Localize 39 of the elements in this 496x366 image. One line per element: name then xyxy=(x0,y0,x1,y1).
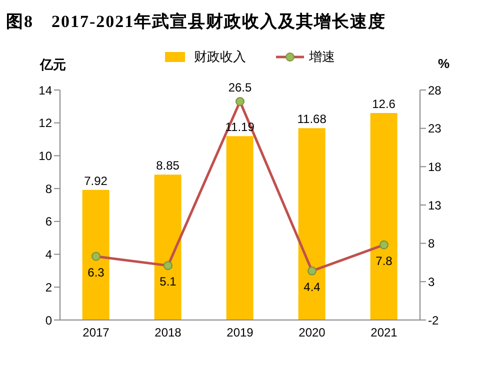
y2-tick-label: 13 xyxy=(428,198,442,212)
x-tick-label: 2018 xyxy=(154,326,182,340)
bar xyxy=(298,128,326,320)
y-tick-label: 4 xyxy=(45,248,52,262)
legend-label: 财政收入 xyxy=(194,48,246,66)
chart-title: 图8 2017-2021年武宣县财政收入及其增长速度 xyxy=(6,11,386,33)
y-tick-label: 12 xyxy=(38,116,52,130)
data-label: 8.85 xyxy=(156,158,180,173)
data-label: 11.68 xyxy=(297,112,327,126)
bar xyxy=(154,174,182,320)
bar xyxy=(82,190,110,320)
y2-tick-label: -2 xyxy=(428,313,439,328)
y2-axis-title: % xyxy=(438,56,450,71)
y-tick-label: 2 xyxy=(45,280,52,294)
y-axis-title: 亿元 xyxy=(40,56,66,74)
data-label: 7.8 xyxy=(376,254,393,268)
data-label: 4.4 xyxy=(304,280,321,294)
x-tick-label: 2019 xyxy=(226,326,254,340)
y-tick-label: 14 xyxy=(38,83,52,98)
y-tick-label: 10 xyxy=(38,148,52,163)
y2-tick-label: 3 xyxy=(428,274,435,289)
data-label: 26.5 xyxy=(228,80,252,94)
y-tick-label: 8 xyxy=(45,182,52,196)
bar xyxy=(226,136,254,320)
data-label: 5.1 xyxy=(160,274,177,289)
y-tick-label: 6 xyxy=(45,214,52,229)
data-label: 12.6 xyxy=(372,97,396,111)
x-tick-label: 2020 xyxy=(298,326,326,340)
x-tick-label: 2021 xyxy=(370,326,398,340)
y2-tick-label: 28 xyxy=(428,83,442,98)
y2-tick-label: 18 xyxy=(428,160,442,174)
y-tick-label: 0 xyxy=(45,313,52,328)
data-label: 7.92 xyxy=(84,174,108,188)
y2-tick-label: 8 xyxy=(428,236,435,251)
legend-label: 增速 xyxy=(309,48,335,66)
x-tick-label: 2017 xyxy=(82,326,110,340)
data-label: 6.3 xyxy=(88,265,105,280)
bar xyxy=(370,113,398,320)
y2-tick-label: 23 xyxy=(428,122,442,136)
